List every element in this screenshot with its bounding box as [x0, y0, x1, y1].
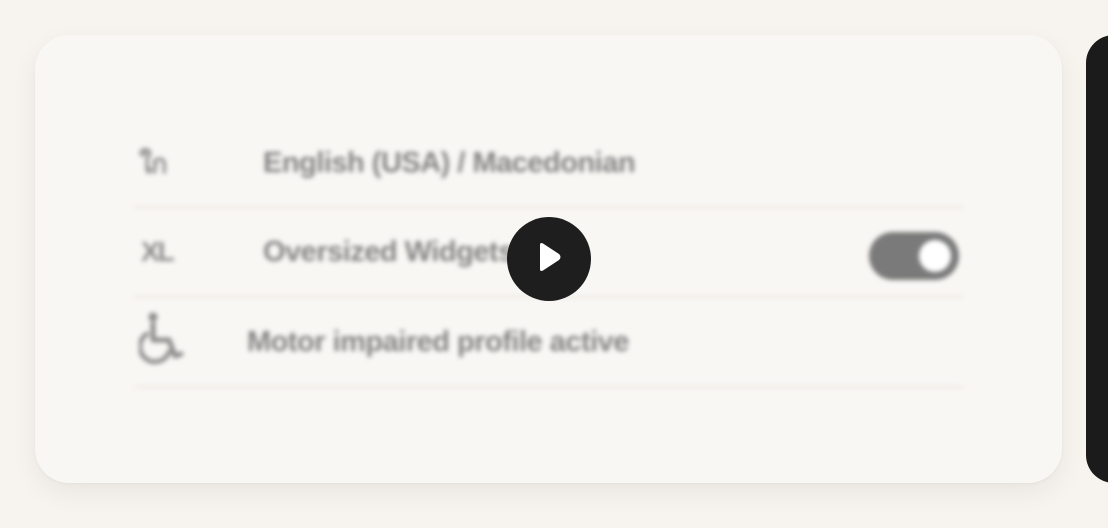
play-button[interactable] — [507, 217, 591, 301]
play-icon — [534, 240, 564, 279]
side-panel — [1086, 35, 1108, 483]
toggle-knob — [919, 240, 951, 272]
oversized-widgets-label: Oversized Widgets — [263, 235, 514, 268]
language-row[interactable]: ใก English (USA) / Macedonian — [135, 120, 963, 208]
language-label: English (USA) / Macedonian — [263, 146, 636, 179]
settings-list: ใก English (USA) / Macedonian XL Oversiz… — [135, 120, 963, 388]
language-badge: ใก — [139, 148, 168, 179]
motor-impaired-row[interactable]: Motor impaired profile active — [135, 298, 963, 388]
wheelchair-icon — [135, 312, 247, 373]
accessibility-settings-card: ใก English (USA) / Macedonian XL Oversiz… — [35, 35, 1062, 483]
oversized-widgets-toggle[interactable] — [869, 232, 959, 280]
oversized-widgets-row[interactable]: XL Oversized Widgets — [135, 208, 963, 298]
motor-impaired-label: Motor impaired profile active — [247, 325, 629, 358]
oversized-badge: XL — [141, 236, 175, 267]
